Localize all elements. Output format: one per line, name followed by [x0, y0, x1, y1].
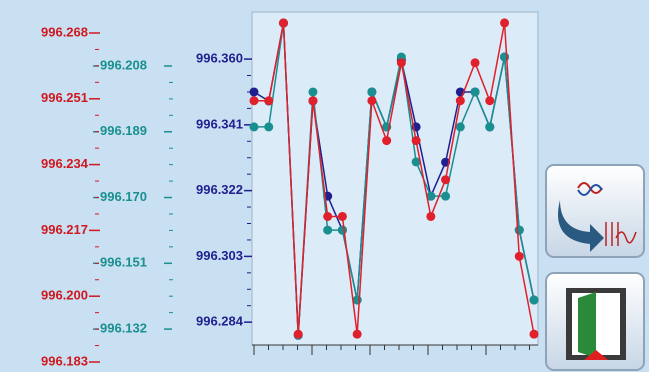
data-point [367, 87, 377, 97]
y-tick-label: 996.132 [100, 321, 147, 336]
data-point [485, 122, 495, 132]
data-point [249, 122, 259, 132]
data-point [308, 87, 318, 97]
y-tick-label: 996.268 [41, 24, 88, 39]
data-point [278, 18, 288, 28]
switch-view-button[interactable] [545, 164, 645, 258]
data-point [367, 96, 377, 106]
data-point [455, 96, 465, 106]
icon [578, 292, 596, 358]
data-point [308, 96, 318, 106]
data-point [485, 96, 495, 106]
data-point [264, 96, 274, 106]
data-point [500, 52, 510, 62]
data-point [426, 191, 436, 201]
data-point [470, 87, 480, 97]
y-tick-label: 996.151 [100, 255, 147, 270]
data-point [441, 175, 451, 185]
icon [558, 200, 604, 252]
data-point [382, 136, 392, 146]
y-tick-label: 996.234 [41, 156, 89, 171]
exit-button[interactable] [545, 272, 645, 371]
data-point [470, 58, 480, 68]
y-tick-label: 996.303 [196, 248, 243, 263]
data-point [352, 329, 362, 339]
data-point [293, 329, 303, 339]
data-point [529, 329, 539, 339]
icon [605, 222, 637, 246]
y-tick-label: 996.208 [100, 57, 147, 72]
data-point [455, 122, 465, 132]
y-tick-label: 996.200 [41, 288, 88, 303]
y-tick-label: 996.284 [196, 314, 244, 329]
y-tick-label: 996.322 [196, 182, 243, 197]
data-point [337, 225, 347, 235]
icon [577, 184, 603, 196]
icon [577, 182, 603, 194]
y-tick-label: 996.170 [100, 189, 147, 204]
data-point [249, 87, 259, 97]
data-point [426, 211, 436, 221]
data-point [500, 18, 510, 28]
series-line [254, 22, 535, 335]
data-point [514, 251, 524, 261]
y-tick-label: 996.360 [196, 51, 243, 66]
data-point [323, 211, 333, 221]
y-tick-label: 996.217 [41, 222, 88, 237]
icon [584, 350, 608, 360]
data-point [249, 96, 259, 106]
data-point [441, 191, 451, 201]
plot-area [251, 11, 539, 346]
data-point [411, 136, 421, 146]
y-tick-label: 996.251 [41, 90, 88, 105]
data-point [529, 295, 539, 305]
data-point [337, 211, 347, 221]
data-point [323, 225, 333, 235]
data-point [514, 225, 524, 235]
data-point [264, 122, 274, 132]
data-point [411, 157, 421, 167]
y-tick-label: 996.183 [41, 353, 88, 368]
y-tick-label: 996.341 [196, 116, 243, 131]
data-point [396, 58, 406, 68]
y-tick-label: 996.189 [100, 123, 147, 138]
